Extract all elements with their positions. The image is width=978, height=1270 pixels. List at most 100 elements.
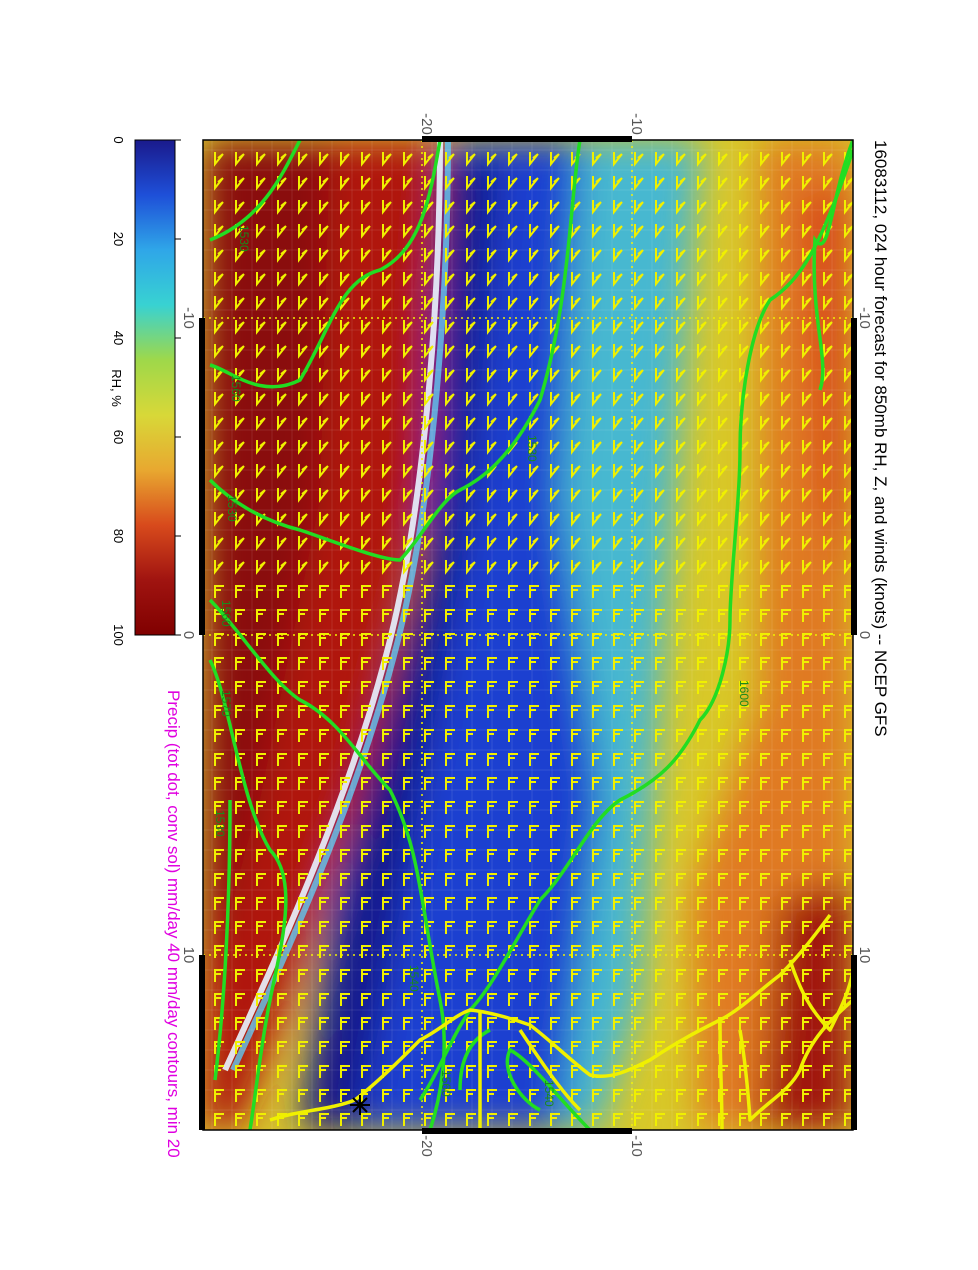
- wind-barb: [256, 536, 266, 551]
- wind-barb: [340, 368, 350, 383]
- frame-bar: [851, 318, 857, 635]
- wind-barb: [487, 224, 497, 239]
- wind-barb: [676, 296, 686, 311]
- wind-barb: [676, 825, 686, 838]
- wind-barb: [424, 777, 434, 790]
- wind-barb: [697, 320, 707, 335]
- wind-barb: [256, 248, 266, 263]
- wind-barb: [592, 1041, 602, 1054]
- wind-barb: [235, 825, 245, 838]
- wind-barb: [466, 1065, 476, 1078]
- wind-barb: [739, 849, 749, 862]
- wind-barb: [634, 200, 644, 215]
- wind-barb: [592, 200, 602, 215]
- frame-bar: [422, 1128, 632, 1134]
- wind-barb: [823, 344, 833, 359]
- wind-barb: [424, 1065, 434, 1078]
- wind-barb: [256, 392, 266, 407]
- wind-barb: [802, 753, 812, 766]
- wind-barb: [613, 272, 623, 287]
- wind-barb: [529, 849, 539, 862]
- wind-barb: [718, 536, 728, 551]
- wind-barb: [319, 729, 329, 742]
- wind-barb: [781, 368, 791, 383]
- wind-barb: [760, 296, 770, 311]
- wind-barb: [445, 729, 455, 742]
- wind-barb: [676, 416, 686, 431]
- coast-path: [738, 998, 853, 1122]
- wind-barb: [781, 560, 791, 575]
- wind-barb: [466, 248, 476, 263]
- wind-barb: [235, 657, 245, 670]
- wind-barb: [802, 705, 812, 718]
- wind-barb: [214, 1113, 224, 1126]
- wind-barb: [655, 921, 665, 934]
- wind-barb: [634, 969, 644, 982]
- wind-barb: [277, 296, 287, 311]
- wind-barb: [256, 609, 266, 622]
- wind-barb: [739, 1113, 749, 1126]
- contour-line: [505, 1047, 592, 1130]
- wind-barb: [298, 200, 308, 215]
- wind-barb: [403, 1065, 413, 1078]
- wind-barb: [340, 897, 350, 910]
- wind-barb: [592, 777, 602, 790]
- wind-barb: [529, 993, 539, 1006]
- wind-barb: [277, 464, 287, 479]
- wind-barb: [592, 464, 602, 479]
- wind-barb: [823, 801, 833, 814]
- wind-barb: [739, 993, 749, 1006]
- wind-barb: [844, 849, 853, 862]
- wind-barb: [340, 464, 350, 479]
- wind-barb: [487, 200, 497, 215]
- wind-barb: [214, 849, 224, 862]
- wind-barb: [445, 320, 455, 335]
- wind-barb: [487, 585, 497, 598]
- wind-barb: [571, 272, 581, 287]
- wind-barb: [298, 585, 308, 598]
- wind-barb: [823, 1089, 833, 1102]
- wind-barb: [340, 1113, 350, 1126]
- wind-barb: [739, 681, 749, 694]
- wind-barb: [781, 488, 791, 503]
- bottom-tick-label: -20: [418, 1135, 435, 1157]
- wind-barb: [802, 1017, 812, 1030]
- wind-barb: [634, 657, 644, 670]
- wind-barb: [382, 633, 392, 646]
- wind-barb: [256, 176, 266, 191]
- wind-barb: [718, 392, 728, 407]
- wind-barb: [466, 560, 476, 575]
- wind-barb: [361, 1017, 371, 1030]
- wind-barb: [214, 705, 224, 718]
- wind-barb: [634, 609, 644, 622]
- wind-barb: [697, 272, 707, 287]
- wind-barb: [403, 392, 413, 407]
- wind-barb: [571, 560, 581, 575]
- wind-barb: [697, 512, 707, 527]
- wind-barb: [256, 993, 266, 1006]
- wind-barb: [571, 993, 581, 1006]
- wind-barb: [508, 657, 518, 670]
- wind-barb: [739, 609, 749, 622]
- wind-barb: [256, 1113, 266, 1126]
- wind-barb: [823, 753, 833, 766]
- wind-barb: [550, 993, 560, 1006]
- wind-barb: [298, 152, 308, 167]
- wind-barb: [718, 320, 728, 335]
- wind-barb: [361, 464, 371, 479]
- wind-barb: [697, 969, 707, 982]
- wind-barb: [235, 200, 245, 215]
- wind-barb: [844, 945, 853, 958]
- height-contours: [208, 140, 853, 1130]
- wind-barb: [424, 464, 434, 479]
- wind-barb: [319, 464, 329, 479]
- wind-barb: [718, 488, 728, 503]
- wind-barb: [508, 272, 518, 287]
- wind-barb: [487, 993, 497, 1006]
- wind-barb: [466, 1113, 476, 1126]
- wind-barb: [466, 969, 476, 982]
- wind-barb: [613, 560, 623, 575]
- wind-barb: [802, 633, 812, 646]
- wind-barb: [487, 969, 497, 982]
- coast-path: [788, 959, 853, 1032]
